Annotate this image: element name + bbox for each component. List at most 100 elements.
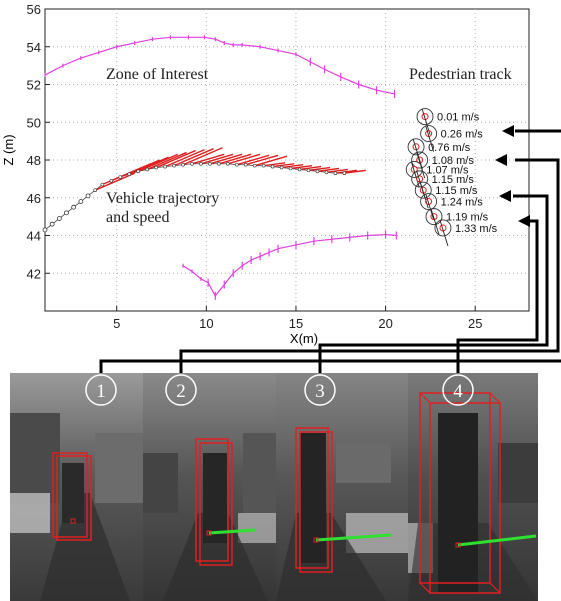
vehicle-speed-vector: [209, 153, 243, 165]
x-axis-label: X(m): [290, 331, 318, 346]
vehicle-point: [163, 164, 167, 169]
pedestrian-position: [420, 193, 438, 210]
bounding-box: [295, 427, 329, 569]
connector-3: [318, 194, 549, 373]
pedestrian-speed-label: 1.08 m/s: [432, 155, 475, 167]
vehicle-speed-vector: [94, 172, 135, 191]
x-tick-label: 25: [468, 316, 482, 331]
connector-1: [99, 359, 561, 373]
vehicle-point: [64, 210, 69, 216]
vehicle-point: [145, 167, 149, 172]
y-ticks: 42 44 46 48 50 52 54 56: [27, 2, 50, 281]
arrowhead-4: [518, 215, 530, 227]
vehicle-speed-vector: [164, 148, 205, 168]
vehicle-point: [315, 169, 320, 174]
vehicle-speed-vector: [191, 153, 225, 165]
velocity-vector: [457, 534, 537, 547]
vehicle-point: [118, 175, 123, 179]
vehicle-point: [78, 199, 84, 204]
bounding-box: [195, 438, 229, 562]
x-tick-label: 10: [199, 316, 213, 331]
frame-1: [10, 373, 143, 601]
vehicle-point: [127, 172, 132, 176]
velocity-vector: [208, 528, 256, 535]
vehicle-speed-vector: [155, 149, 196, 169]
camera-frames: [10, 373, 538, 601]
vehicle-point: [279, 165, 284, 170]
connectors: [99, 129, 561, 373]
vehicle-point: [71, 204, 77, 210]
vehicle-speed-vector: [317, 167, 340, 173]
pedestrian-track-label: Pedestrian track: [409, 66, 512, 83]
vehicle-point: [342, 171, 347, 176]
x-tick-label: 20: [378, 316, 392, 331]
y-tick-label: 52: [27, 78, 41, 93]
vehicle-point: [217, 161, 221, 166]
plot: 42 44 46 48 50 52 54 56 5 10 15 20 25 Z (m) X(m) 0.…: [1, 2, 530, 346]
vehicle-point: [199, 161, 203, 166]
vehicle-point: [172, 163, 176, 168]
vehicle-trajectory-label: Vehicle trajectory: [106, 190, 219, 207]
vehicle-speed-label: and speed: [106, 209, 170, 226]
pedestrian-speed-label: 0.26 m/s: [441, 129, 484, 141]
arrowhead-1: [502, 125, 514, 137]
frame-4: [408, 373, 538, 601]
vehicle-point: [49, 221, 55, 227]
pedestrian-speed-label: 1.24 m/s: [441, 197, 484, 209]
y-tick-label: 56: [27, 2, 41, 17]
vehicle-speed-vector: [128, 156, 169, 175]
vehicle-speed-vector: [272, 163, 295, 168]
frame-2: [143, 373, 276, 601]
pedestrian-heading: [412, 138, 422, 165]
pedestrian-heading: [430, 208, 440, 235]
vehicle-speed-vector: [245, 154, 279, 166]
vehicle-point: [190, 161, 194, 166]
zone-lower-series: [182, 230, 397, 300]
bounding-box: [56, 455, 92, 541]
bounding-box: [199, 442, 233, 566]
vehicle-speed-vector: [218, 153, 252, 165]
vehicle-point: [181, 162, 185, 167]
pedestrian-position: [407, 138, 425, 156]
y-tick-label: 50: [27, 115, 41, 130]
pedestrian-speed-label: 0.01 m/s: [437, 112, 480, 124]
vehicle-point: [85, 193, 91, 199]
pedestrian-position: [411, 170, 429, 188]
vehicle-point: [109, 178, 114, 183]
vehicle-speed-vector: [299, 165, 322, 171]
pedestrian-position: [434, 219, 452, 237]
vehicle-point: [226, 161, 230, 166]
vehicle-speed-vector: [182, 147, 223, 166]
pedestrian-position: [411, 151, 429, 169]
pedestrian-speed-label: 1.07 m/s: [426, 164, 469, 176]
vehicle-point: [333, 171, 338, 176]
vehicle-series: [42, 147, 366, 233]
pedestrian-position: [405, 160, 423, 178]
frame-3: [276, 373, 408, 601]
zone-upper-series: [44, 35, 396, 98]
vehicle-speed-vector: [173, 148, 214, 167]
y-tick-label: 44: [27, 229, 41, 244]
vehicle-point: [100, 182, 105, 187]
vehicle-point: [56, 216, 62, 221]
y-tick-label: 42: [27, 266, 41, 281]
vehicle-speed-vector: [120, 159, 161, 178]
vehicle-point: [154, 165, 158, 170]
vehicle-speed-vector: [290, 164, 313, 170]
vehicle-point: [42, 227, 48, 233]
x-ticks: 5 10 15 20 25: [113, 306, 482, 331]
vehicle-point: [297, 167, 302, 172]
x-tick-label: 5: [113, 316, 120, 331]
vehicle-speed-vector: [227, 153, 261, 165]
vehicle-point: [208, 161, 212, 166]
y-tick-label: 46: [27, 191, 41, 206]
vehicle-speed-vector: [335, 169, 358, 174]
connector-4: [456, 219, 539, 373]
arrowhead-2: [495, 154, 507, 166]
vehicle-point: [324, 170, 329, 175]
pedestrian-speed-label: 1.15 m/s: [435, 185, 478, 197]
pedestrian-heading: [439, 219, 449, 247]
vehicle-speed-vector: [281, 164, 304, 169]
zone-of-interest-label: Zone of Interest: [106, 66, 209, 83]
vehicle-speed-vector: [254, 155, 288, 167]
